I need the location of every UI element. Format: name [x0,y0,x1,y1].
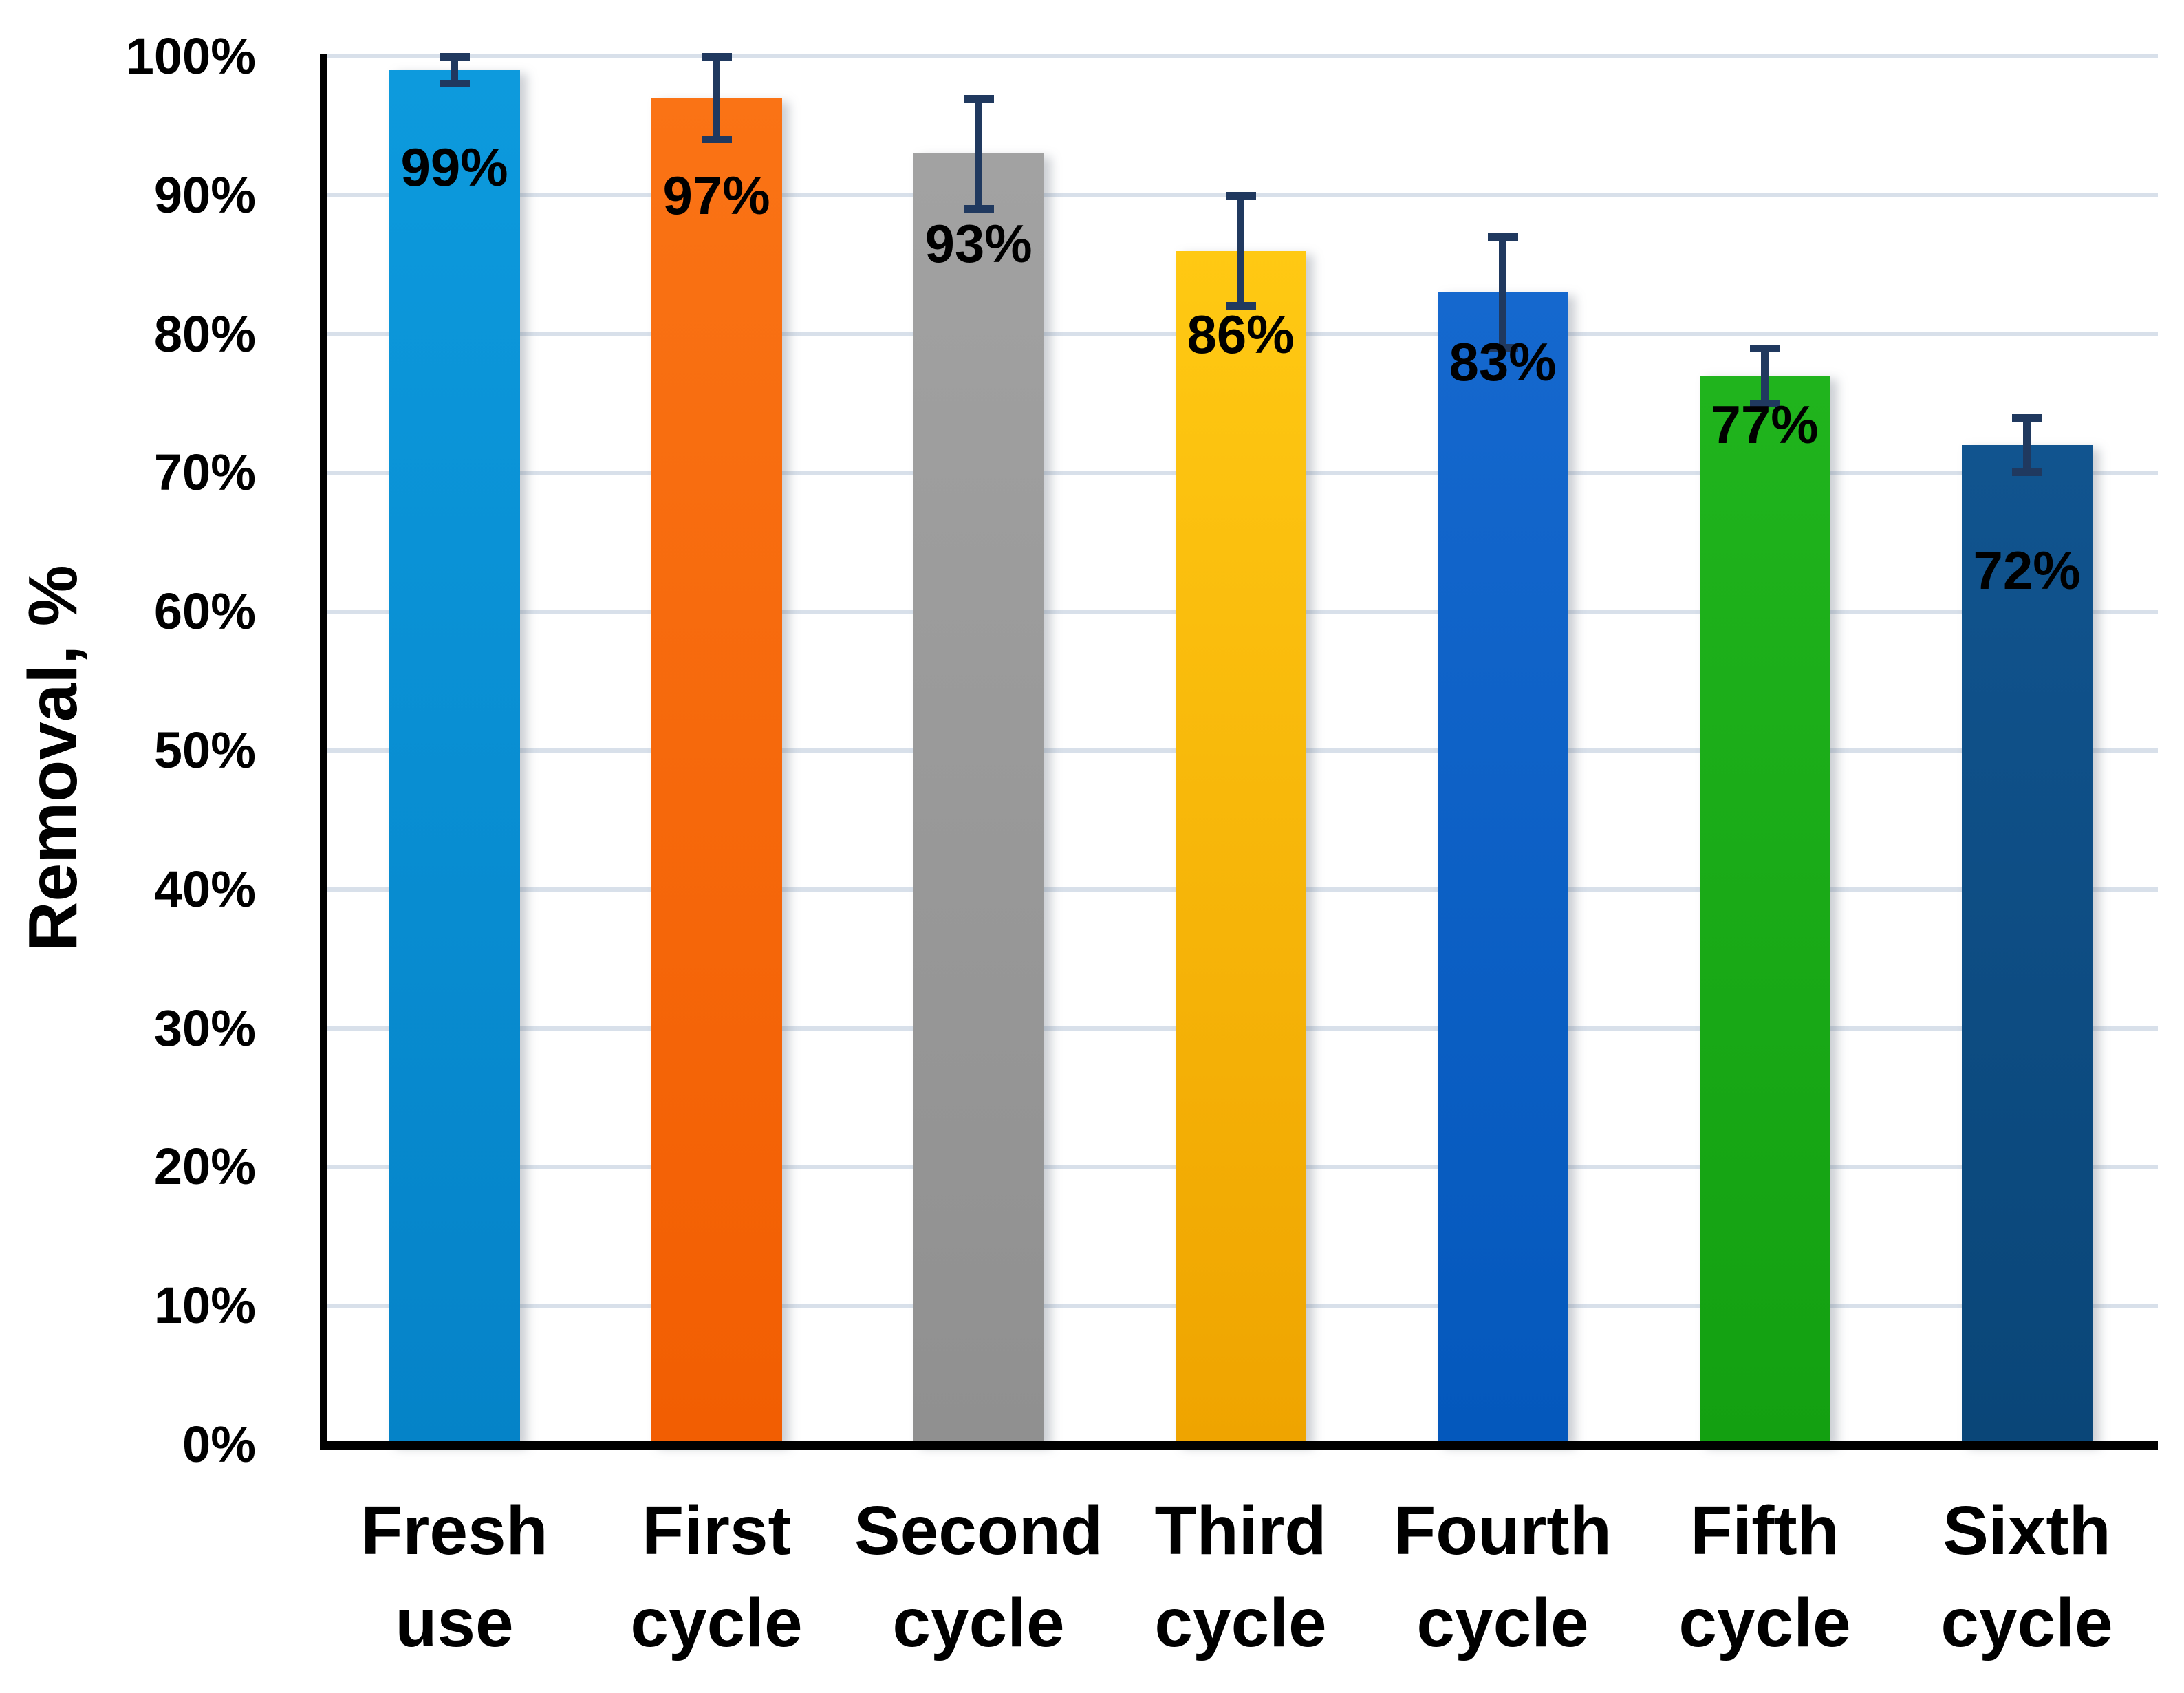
category-label-line1-fifth-cycle: Fifth [1690,1492,1839,1569]
category-label-line1-second-cycle: Second [854,1492,1103,1569]
category-label-line1-fourth-cycle: Fourth [1394,1492,1612,1569]
error-bar-stem-fifth-cycle [1761,347,1769,404]
bar-first-cycle [651,98,782,1445]
category-label-line2-third-cycle: cycle [1154,1584,1327,1661]
error-bar-stem-second-cycle [975,98,982,209]
value-label-fifth-cycle: 77% [1711,393,1819,455]
category-label-line1-sixth-cycle: Sixth [1943,1492,2111,1569]
category-label-line2-second-cycle: cycle [892,1584,1065,1661]
y-tick-label-80: 80% [153,305,256,363]
error-bar-top-cap-fifth-cycle [1749,344,1780,352]
bar-fresh-use [389,70,520,1445]
category-label-first-cycle: First cycle [585,1485,847,1669]
error-bar-stem-third-cycle [1237,195,1244,307]
bar-fifth-cycle [1699,376,1830,1445]
value-label-fourth-cycle: 83% [1449,331,1557,392]
error-bar-top-cap-second-cycle [963,94,994,103]
category-label-sixth-cycle: Sixth cycle [1896,1485,2158,1669]
error-bar-top-cap-fourth-cycle [1487,233,1518,241]
error-bar-stem-sixth-cycle [2023,417,2031,473]
category-label-line1-third-cycle: Third [1154,1492,1327,1569]
x-axis-line [320,1441,2158,1450]
category-label-fourth-cycle: Fourth cycle [1372,1485,1634,1669]
y-tick-label-10: 10% [153,1277,256,1335]
error-bar-stem-fourth-cycle [1499,237,1506,348]
category-label-line2-fifth-cycle: cycle [1678,1584,1851,1661]
error-bar-stem-first-cycle [713,56,720,140]
y-axis-line [320,54,327,1450]
value-label-fresh-use: 99% [400,137,508,198]
y-tick-label-60: 60% [153,583,256,640]
y-tick-label-70: 70% [153,444,256,502]
category-label-line2-sixth-cycle: cycle [1940,1584,2113,1661]
y-tick-label-90: 90% [153,166,256,224]
error-bar-bottom-cap-fresh-use [439,80,470,88]
y-tick-label-30: 30% [153,999,256,1057]
error-bar-top-cap-third-cycle [1225,191,1256,200]
y-tick-label-20: 20% [153,1138,256,1196]
bar-fourth-cycle [1437,292,1568,1445]
error-bar-bottom-cap-first-cycle [701,136,732,144]
bar-third-cycle [1175,250,1306,1445]
error-bar-bottom-cap-sixth-cycle [2011,468,2042,477]
y-tick-label-0: 0% [182,1416,256,1473]
error-bar-bottom-cap-second-cycle [963,204,994,213]
value-label-second-cycle: 93% [925,213,1032,274]
category-label-third-cycle: Third cycle [1110,1485,1372,1669]
bar-sixth-cycle [1961,445,2093,1445]
category-label-line2-first-cycle: cycle [630,1584,803,1661]
value-label-third-cycle: 86% [1187,303,1295,365]
error-bar-bottom-cap-fifth-cycle [1749,399,1780,407]
category-label-line1-first-cycle: First [642,1492,791,1569]
value-label-first-cycle: 97% [662,164,770,226]
y-tick-label-40: 40% [153,860,256,918]
value-label-sixth-cycle: 72% [1973,539,2081,601]
category-label-second-cycle: Second cycle [847,1485,1110,1669]
category-label-fifth-cycle: Fifth cycle [1634,1485,1896,1669]
error-bar-top-cap-first-cycle [701,53,732,61]
category-label-fresh-use: Fresh use [323,1485,585,1669]
error-bar-top-cap-sixth-cycle [2011,413,2042,422]
error-bar-stem-fresh-use [451,56,458,85]
y-tick-label-100: 100% [125,28,256,85]
category-label-line1-fresh-use: Fresh [360,1492,548,1569]
category-label-line2-fourth-cycle: cycle [1416,1584,1589,1661]
error-bar-bottom-cap-third-cycle [1225,302,1256,310]
y-tick-label-50: 50% [153,722,256,779]
category-label-line2-fresh-use: use [395,1584,514,1661]
gridline-100 [323,54,2158,58]
error-bar-top-cap-fresh-use [439,53,470,61]
error-bar-bottom-cap-fourth-cycle [1487,343,1518,352]
bar-second-cycle [913,153,1044,1445]
